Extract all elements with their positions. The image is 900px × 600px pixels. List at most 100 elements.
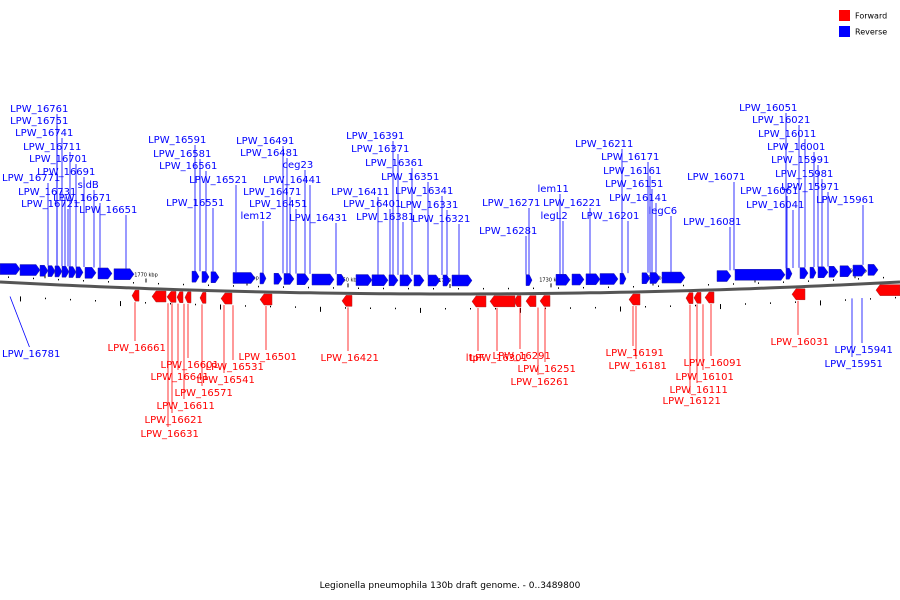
minor-tick [183, 283, 184, 286]
forward-gene [259, 293, 273, 306]
gene-label: LPW_16211 [575, 139, 633, 150]
minor-tick [658, 285, 659, 287]
reverse-gene [734, 269, 786, 281]
reverse-gene [19, 264, 41, 276]
gene-label: LPW_16151 [605, 179, 663, 190]
gene-label: LPW_16011 [758, 129, 816, 140]
gene-label: LPW_16541 [197, 375, 255, 386]
minor-tick [220, 304, 221, 310]
reverse-gene [619, 272, 627, 285]
reverse-gene [585, 273, 601, 286]
legend: Forward Reverse [839, 10, 887, 37]
gene-label: LPW_16551 [166, 198, 224, 209]
gene-label: LPW_16111 [670, 385, 728, 396]
gene-label: LPW_16191 [606, 348, 664, 359]
gene-label: LPW_16491 [236, 136, 294, 147]
forward-gene [471, 295, 487, 308]
minor-tick [195, 303, 196, 306]
scale-tick-label: 1730 kbp [539, 277, 563, 283]
minor-tick [433, 287, 434, 290]
minor-tick [145, 302, 146, 304]
minor-tick [58, 278, 59, 281]
minor-tick [420, 307, 421, 313]
forward-gene [875, 284, 900, 296]
gene-label: LPW_16521 [189, 175, 247, 186]
minor-tick [595, 306, 596, 309]
minor-tick [358, 287, 359, 289]
reverse-gene [451, 274, 473, 287]
forward-gene [628, 293, 641, 306]
minor-tick [670, 305, 671, 307]
gene-label: LPW_16051 [739, 103, 797, 114]
reverse-gene [641, 272, 651, 284]
reverse-gene [867, 264, 879, 276]
label-leader [9, 296, 30, 348]
gene-label: LPW_16021 [752, 115, 810, 126]
minor-tick [270, 305, 271, 308]
gene-label: LPW_16641 [151, 372, 209, 383]
legend-label: Forward [855, 12, 887, 21]
minor-tick [608, 286, 609, 289]
minor-tick [33, 277, 34, 280]
gene-labels: LPW_16761LPW_16751LPW_16741LPW_16711LPW_… [2, 103, 893, 440]
legend-swatch-forward [839, 10, 850, 21]
minor-tick [495, 307, 496, 310]
reverse-gene [336, 274, 346, 286]
gene-label: LPW_16591 [148, 135, 206, 146]
minor-tick [20, 296, 21, 302]
gene-label: LPW_16271 [482, 198, 540, 209]
minor-tick [783, 281, 784, 283]
gene-label: LPW_16651 [79, 205, 137, 216]
gene-label: LPW_16321 [412, 214, 470, 225]
gene-label: LPW_16401 [343, 199, 401, 210]
minor-tick [158, 282, 159, 285]
minor-tick [883, 276, 884, 279]
minor-tick [283, 286, 284, 288]
gene-label: LPW_16731 [18, 187, 76, 198]
reverse-gene [113, 268, 135, 280]
gene-label: LPW_16581 [153, 149, 211, 160]
scale-tick-label: 1750 kbp [336, 277, 360, 283]
gene-label: LPW_16371 [351, 144, 409, 155]
minor-tick [333, 287, 334, 289]
gene-label: LPW_16281 [479, 226, 537, 237]
gene-label: LPW_16091 [684, 358, 742, 369]
gene-label: LPW_16701 [29, 154, 87, 165]
gene-label: LPW_16611 [157, 401, 215, 412]
minor-tick [895, 296, 896, 299]
minor-tick [83, 280, 84, 282]
gene-label: LPW_16531 [206, 362, 264, 373]
gene-label: LPW_15941 [835, 345, 893, 356]
minor-tick [858, 278, 859, 280]
gene-label: LPW_16291 [493, 351, 551, 362]
minor-tick [820, 300, 821, 306]
minor-tick [508, 287, 509, 290]
gene-label: LPW_16041 [746, 200, 804, 211]
gene-label: LPW_16601 [161, 360, 219, 371]
minor-tick [308, 286, 309, 289]
minor-tick [320, 306, 321, 312]
reverse-gene [571, 273, 585, 286]
genome-backbone [0, 280, 900, 296]
reverse-gene [817, 266, 829, 279]
gene-label: LPW_15981 [775, 169, 833, 180]
minor-tick [470, 307, 471, 310]
minor-tick [408, 287, 409, 290]
gene-label: LPW_16061 [740, 186, 798, 197]
gene-label: LPW_16141 [609, 193, 667, 204]
minor-tick [745, 303, 746, 305]
gene-label: LPW_16411 [331, 187, 389, 198]
reverse-gene [355, 274, 373, 286]
minor-tick [695, 304, 696, 307]
forward-gene [341, 295, 353, 307]
minor-tick [445, 307, 446, 310]
gene-label: LPW_16481 [240, 148, 298, 159]
minor-tick [583, 286, 584, 289]
gene-label: LPW_16071 [687, 172, 745, 183]
reverse-gene [371, 274, 389, 286]
reverse-gene [273, 272, 283, 285]
gene-label: LPW_16761 [10, 104, 68, 115]
gene-label: LPW_16201 [581, 211, 639, 222]
